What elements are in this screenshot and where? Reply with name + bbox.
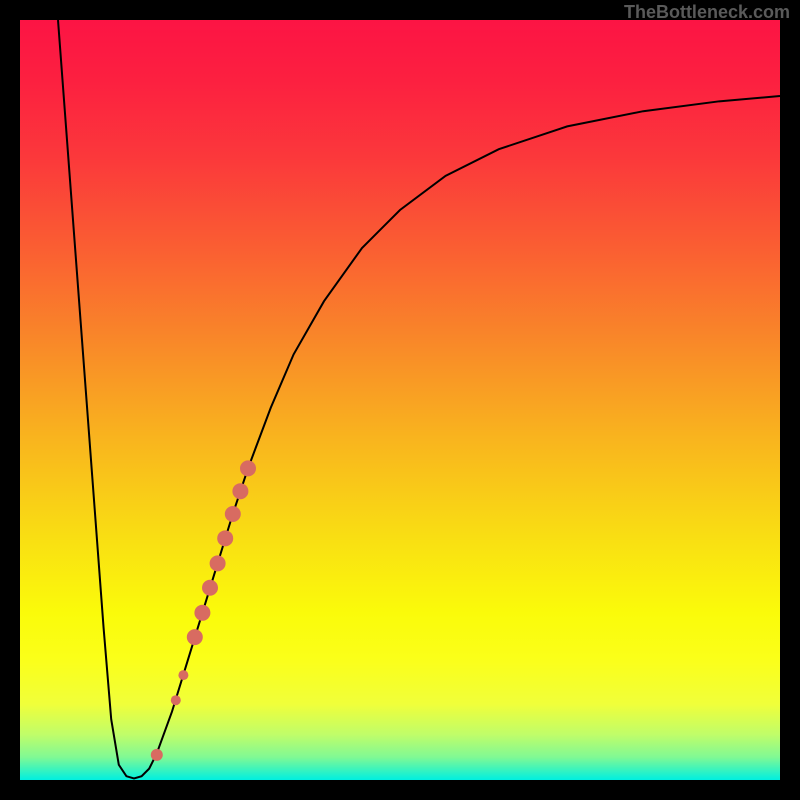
data-marker <box>151 749 163 761</box>
data-marker <box>187 629 203 645</box>
data-marker <box>194 605 210 621</box>
watermark-text: TheBottleneck.com <box>624 2 790 23</box>
chart-canvas: TheBottleneck.com <box>0 0 800 800</box>
bottleneck-curve <box>58 20 780 778</box>
data-markers <box>151 460 256 761</box>
data-marker <box>240 460 256 476</box>
data-marker <box>202 580 218 596</box>
data-marker <box>171 695 181 705</box>
plot-area <box>20 20 780 780</box>
data-marker <box>232 483 248 499</box>
data-marker <box>178 670 188 680</box>
curve-layer <box>20 20 780 780</box>
data-marker <box>210 555 226 571</box>
data-marker <box>217 530 233 546</box>
data-marker <box>225 506 241 522</box>
